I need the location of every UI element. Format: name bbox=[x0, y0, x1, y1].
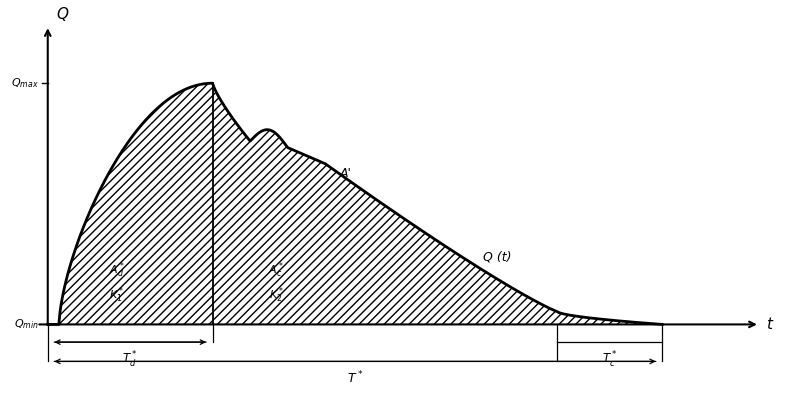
Text: $A_d^*$: $A_d^*$ bbox=[109, 260, 125, 279]
Text: Q (t): Q (t) bbox=[483, 250, 512, 263]
Text: $Q_{min}$: $Q_{min}$ bbox=[14, 318, 38, 331]
Text: $K_1^*$: $K_1^*$ bbox=[110, 286, 125, 305]
Text: $A_c^*$: $A_c^*$ bbox=[268, 260, 284, 279]
Text: Q: Q bbox=[57, 7, 69, 22]
Text: $T_c^*$: $T_c^*$ bbox=[602, 350, 618, 370]
Text: A': A' bbox=[340, 167, 352, 180]
Text: $Q_{max}$: $Q_{max}$ bbox=[11, 76, 38, 90]
Text: $T_d^*$: $T_d^*$ bbox=[122, 350, 138, 370]
Text: t: t bbox=[766, 317, 772, 332]
Text: $T^*$: $T^*$ bbox=[347, 369, 363, 386]
Text: $K_2^*$: $K_2^*$ bbox=[269, 286, 284, 305]
